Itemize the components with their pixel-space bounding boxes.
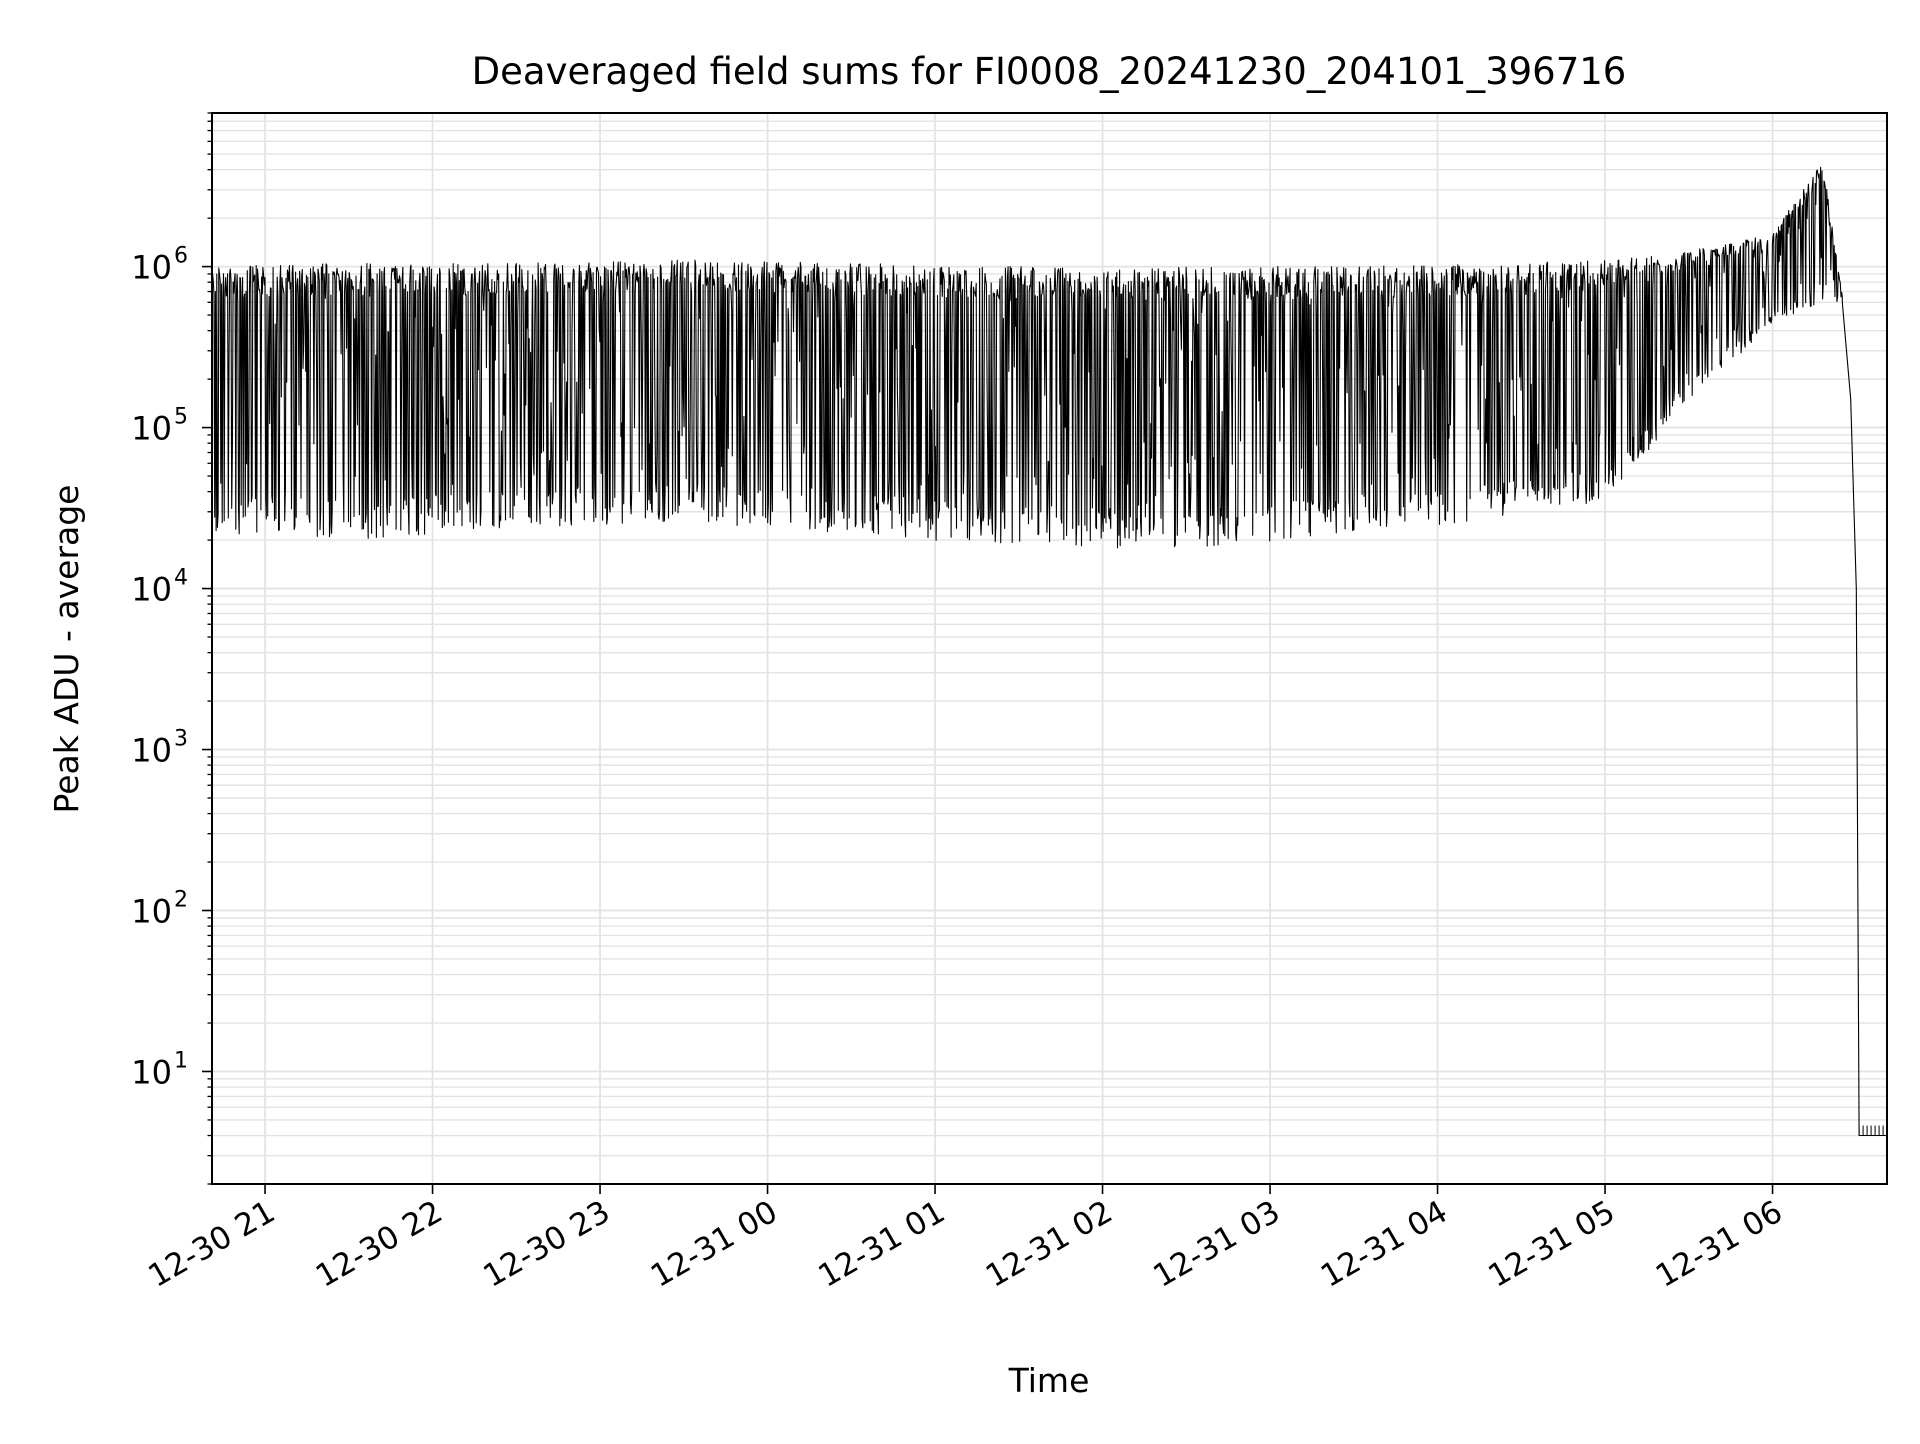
data-series (211, 166, 1887, 1137)
x-axis-label: Time (1008, 1361, 1090, 1400)
y-tick-exponent: 1 (174, 1048, 188, 1073)
y-tick-label: 10 2 (131, 888, 188, 931)
y-tick-base: 10 (131, 1053, 172, 1091)
y-tick-exponent: 3 (174, 727, 188, 752)
y-tick-base: 10 (131, 410, 172, 448)
series-line (211, 166, 1887, 1137)
y-tick-exponent: 5 (174, 405, 188, 430)
y-tick-base: 10 (131, 732, 172, 770)
chart-title: Deaveraged field sums for FI0008_2024123… (472, 50, 1627, 93)
y-tick-base: 10 (131, 893, 172, 931)
y-tick-label: 10 5 (131, 405, 188, 448)
y-tick-base: 10 (131, 571, 172, 609)
y-axis-label: Peak ADU - average (47, 485, 86, 814)
y-tick-base: 10 (131, 249, 172, 287)
y-tick-label: 10 4 (131, 566, 188, 609)
y-tick-exponent: 6 (174, 244, 188, 269)
y-tick-exponent: 4 (174, 566, 188, 591)
plot-frame (211, 112, 1888, 1185)
y-tick-label: 10 1 (131, 1048, 188, 1091)
y-tick-label: 10 3 (131, 727, 188, 770)
y-tick-label: 10 6 (131, 244, 188, 287)
y-tick-exponent: 2 (174, 888, 188, 913)
